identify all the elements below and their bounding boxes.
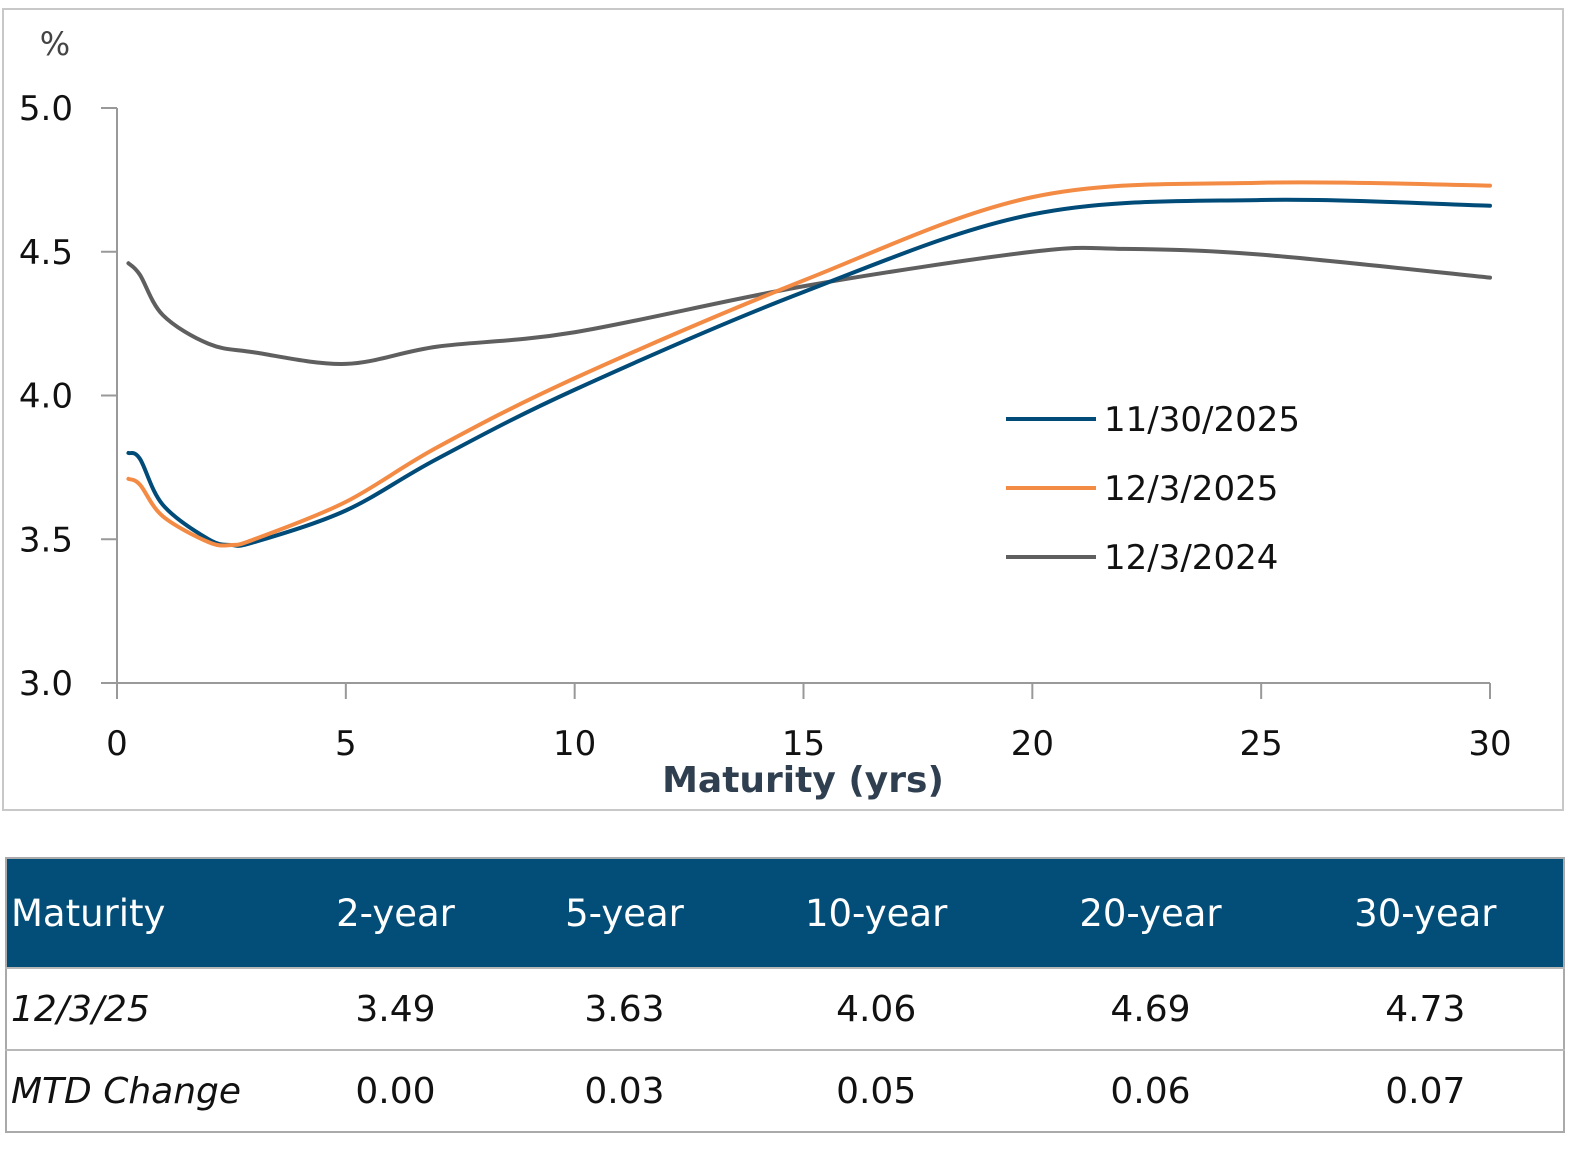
x-tick-label: 5 [335,724,357,764]
x-tick-label: 0 [106,724,128,764]
y-tick-label: 3.5 [19,520,73,560]
table-cell: 0.00 [281,1049,510,1132]
x-tick-label: 10 [553,724,596,764]
column-header: 2-year [281,858,510,968]
x-tick-label: 25 [1240,724,1283,764]
table-cell: 0.06 [1013,1049,1288,1132]
table-cell: 4.69 [1013,967,1288,1050]
y-tick-label: 4.0 [19,377,73,417]
legend-label-2: 12/3/2024 [1104,538,1278,578]
table-cell: 0.05 [738,1049,1014,1132]
table-cell: 0.07 [1287,1049,1564,1132]
legend-label-0: 11/30/2025 [1104,400,1300,440]
table-cell: 4.06 [738,967,1014,1050]
series-line-2 [126,245,1492,366]
column-header: 20-year [1013,858,1288,968]
series-line-0 [126,197,1492,548]
series-line-1 [126,180,1492,548]
table-row: 12/3/25 3.49 3.63 4.06 4.69 4.73 [6,967,1564,1050]
y-tick-label: 4.5 [19,233,73,273]
table-cell: 4.73 [1287,967,1564,1050]
legend-label-1: 12/3/2025 [1104,469,1278,509]
y-axis-label: % [40,25,70,63]
table-header-row: Maturity 2-year 5-year 10-year 20-year 30-yea… [6,858,1564,968]
row-label: 12/3/25 [6,967,281,1050]
column-header: 5-year [509,858,739,968]
column-header: 10-year [738,858,1014,968]
column-header: Maturity [6,858,281,968]
yield-table: Maturity 2-year 5-year 10-year 20-year 30-yea… [5,857,1565,1133]
chart-frame [2,8,1564,811]
column-header: 30-year [1287,858,1564,968]
table-cell: 3.63 [509,967,739,1050]
x-tick-label: 30 [1468,724,1511,764]
row-label: MTD Change [6,1049,281,1132]
table-row: MTD Change 0.00 0.03 0.05 0.06 0.07 [6,1049,1564,1132]
x-tick-label: 20 [1011,724,1054,764]
y-tick-label: 5.0 [19,89,73,129]
x-tick-label: 15 [782,724,825,764]
table-cell: 3.49 [281,967,510,1050]
y-tick-label: 3.0 [19,664,73,704]
x-axis-label: Maturity (yrs) [662,760,944,801]
yield-curve-chart: 3.0 3.5 4.0 4.5 5.0 0 5 10 15 20 25 30% Maturity (yr… [19,25,1512,801]
table-cell: 0.03 [509,1049,739,1132]
